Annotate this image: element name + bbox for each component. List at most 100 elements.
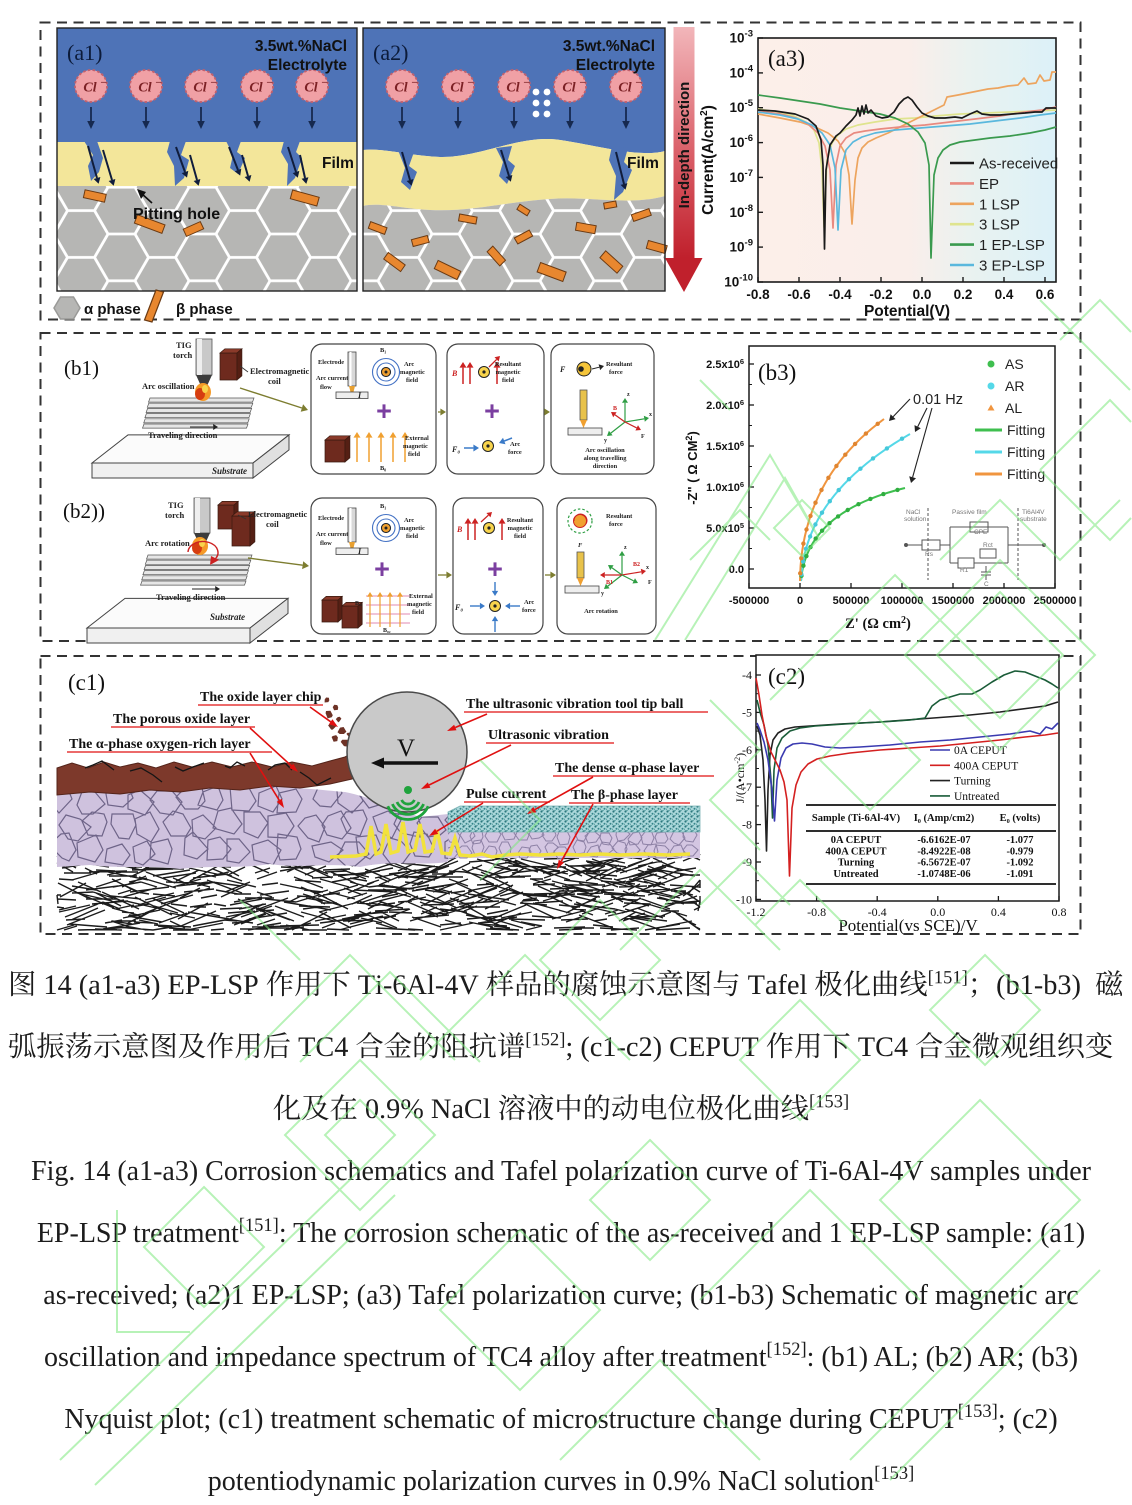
svg-text:Substrate: Substrate: [212, 466, 247, 476]
svg-text:Electrolyte: Electrolyte: [576, 57, 656, 74]
svg-text:Rs: Rs: [925, 551, 934, 558]
svg-text:10-7: 10-7: [730, 168, 753, 185]
svg-text:y: y: [601, 591, 604, 597]
svg-text:(a3): (a3): [768, 46, 805, 71]
svg-text:Arc: Arc: [404, 361, 414, 368]
svg-text:force: force: [609, 521, 623, 528]
svg-text:R1: R1: [960, 567, 969, 574]
svg-text:The β-phase layer: The β-phase layer: [571, 788, 678, 803]
svg-text:1.0x106: 1.0x106: [706, 480, 744, 494]
svg-text:-6.5672E-07: -6.5672E-07: [917, 858, 970, 869]
svg-text:F: F: [578, 542, 583, 549]
svg-text:NaCl: NaCl: [906, 509, 921, 516]
svg-text:flow: flow: [320, 540, 332, 547]
svg-text:I: I: [357, 547, 362, 556]
svg-text:3 EP-LSP: 3 EP-LSP: [979, 258, 1045, 275]
svg-text:Rct: Rct: [983, 542, 993, 549]
svg-text:F₀: F₀: [451, 445, 460, 454]
svg-text:-0.4: -0.4: [868, 905, 887, 919]
svg-text:–: –: [411, 76, 418, 88]
svg-text:B₀₁: B₀₁: [355, 601, 363, 607]
svg-text:0.0: 0.0: [930, 905, 945, 919]
svg-text:B: B: [613, 406, 617, 412]
svg-text:Ti6Al4V: Ti6Al4V: [1022, 509, 1045, 516]
svg-text:3 LSP: 3 LSP: [979, 217, 1020, 234]
svg-text:1 EP-LSP: 1 EP-LSP: [979, 237, 1045, 254]
svg-text:Fig. 14 (a1-a3) Corrosion sche: Fig. 14 (a1-a3) Corrosion schematics and…: [31, 1156, 1092, 1187]
svg-text:–: –: [467, 76, 474, 88]
svg-text:(c2): (c2): [768, 664, 805, 689]
svg-text:0A CEPUT: 0A CEPUT: [831, 835, 881, 846]
svg-text:flow: flow: [320, 384, 332, 391]
svg-text:TIG: TIG: [168, 500, 184, 510]
svg-text:–: –: [523, 76, 530, 88]
svg-text:10-8: 10-8: [730, 203, 753, 220]
svg-text:1500000: 1500000: [932, 595, 975, 607]
svg-text:400A CEPUT: 400A CEPUT: [826, 846, 887, 857]
svg-text:AL: AL: [1005, 400, 1022, 416]
svg-text:z: z: [624, 545, 627, 551]
svg-text:TIG: TIG: [176, 340, 192, 350]
svg-text:10-9: 10-9: [730, 238, 753, 255]
svg-text:–: –: [266, 76, 273, 88]
svg-text:-0.4: -0.4: [828, 287, 852, 302]
svg-text:500000: 500000: [833, 595, 870, 607]
svg-text:torch: torch: [173, 350, 192, 360]
svg-text:The dense α-phase layer: The dense α-phase layer: [555, 761, 699, 776]
svg-text:force: force: [609, 369, 623, 376]
svg-text:-0.8: -0.8: [807, 905, 826, 919]
svg-text:–: –: [579, 76, 586, 88]
svg-text:coil: coil: [266, 519, 279, 529]
svg-text:Cl: Cl: [304, 81, 317, 96]
svg-text:field: field: [412, 609, 425, 616]
svg-text:(a1): (a1): [67, 40, 102, 65]
svg-text:Traveling direction: Traveling direction: [156, 592, 226, 602]
svg-text:2.5x106: 2.5x106: [706, 357, 744, 371]
svg-text:B: B: [451, 369, 458, 378]
svg-text:Film: Film: [627, 155, 659, 172]
svg-text:Z' (Ω cm2): Z' (Ω cm2): [845, 615, 911, 632]
svg-text:Arc oscillation: Arc oscillation: [142, 381, 195, 391]
svg-text:Electromagnetic: Electromagnetic: [248, 509, 308, 519]
svg-text:AR: AR: [1005, 378, 1024, 394]
svg-text:Electrode: Electrode: [318, 515, 344, 522]
svg-text:field: field: [502, 377, 515, 384]
svg-text:Arc: Arc: [510, 441, 520, 448]
svg-text:Potential(V): Potential(V): [864, 303, 950, 320]
svg-text:magnetic: magnetic: [508, 525, 533, 532]
svg-text:–: –: [155, 76, 162, 88]
svg-text:0.0: 0.0: [729, 564, 744, 576]
svg-text:force: force: [508, 449, 522, 456]
svg-text:-1.2: -1.2: [747, 905, 766, 919]
svg-text:magnetic: magnetic: [400, 525, 425, 532]
svg-text:-0.979: -0.979: [1006, 846, 1033, 857]
svg-text:Arc oscillation: Arc oscillation: [585, 447, 625, 454]
svg-text:Traveling direction: Traveling direction: [148, 430, 218, 440]
svg-text:The porous oxide layer: The porous oxide layer: [113, 712, 250, 727]
svg-text:-8: -8: [742, 818, 752, 832]
svg-text:coil: coil: [268, 376, 281, 386]
svg-text:+: +: [487, 554, 503, 584]
svg-text:–: –: [210, 76, 217, 88]
svg-text:as-received; (a2)1 EP-LSP; (a3: as-received; (a2)1 EP-LSP; (a3) Tafel po…: [43, 1280, 1078, 1311]
svg-text:Arc: Arc: [524, 599, 534, 606]
svg-text:Passive film: Passive film: [952, 509, 987, 516]
svg-text:E₀ (volts): E₀ (volts): [1000, 813, 1041, 824]
svg-text:Electrolyte: Electrolyte: [268, 57, 348, 74]
svg-text:Cl: Cl: [193, 81, 206, 96]
svg-text:Cl: Cl: [83, 81, 96, 96]
svg-text:0.4: 0.4: [991, 905, 1006, 919]
svg-text:–: –: [635, 76, 642, 88]
svg-text:1000000: 1000000: [881, 595, 924, 607]
svg-text:Arc rotation: Arc rotation: [145, 538, 190, 548]
svg-text:The ultrasonic vibration tool: The ultrasonic vibration tool tip ball: [466, 697, 684, 712]
svg-text:I: I: [357, 391, 362, 400]
svg-text:-6.6162E-07: -6.6162E-07: [917, 835, 970, 846]
svg-text:B₁: B₁: [380, 347, 386, 354]
svg-text:Substrate: Substrate: [210, 612, 245, 622]
svg-text:CPE: CPE: [974, 529, 988, 536]
svg-text:External: External: [409, 593, 433, 600]
svg-text:z: z: [627, 392, 630, 398]
svg-text:Turning: Turning: [954, 776, 991, 788]
svg-text:-0.2: -0.2: [869, 287, 892, 302]
